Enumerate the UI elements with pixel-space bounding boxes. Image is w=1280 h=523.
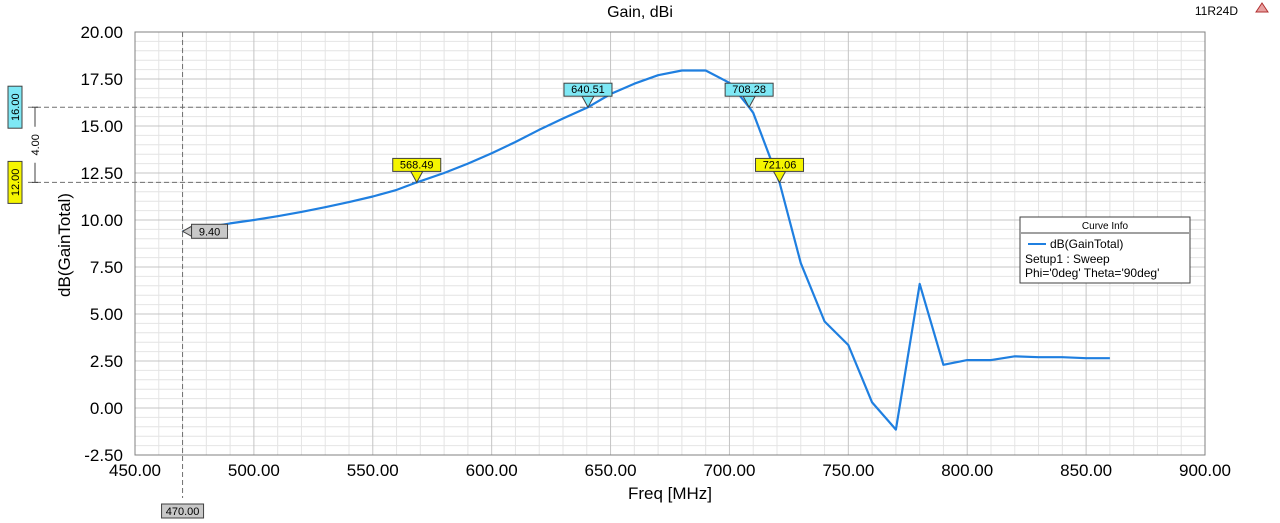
curve-info-legend[interactable]: Curve Info dB(GainTotal) Setup1 : Sweep … xyxy=(1019,216,1191,284)
design-name: 11R24D xyxy=(1195,4,1238,18)
marker-label-box xyxy=(563,82,613,97)
legend-entry-1: Setup1 : Sweep xyxy=(1025,252,1110,266)
ref-label-horizontal-box xyxy=(7,160,23,204)
x-tick-label: 800.00 xyxy=(941,461,993,480)
marker-label-text: 721.06 xyxy=(763,159,797,171)
marker-label-text: 9.40 xyxy=(199,226,220,238)
delta-label: 4.00 xyxy=(30,134,42,155)
marker-4[interactable]: 721.06 xyxy=(755,157,805,184)
marker-label-box xyxy=(392,157,442,172)
y-tick-label: 12.50 xyxy=(80,164,123,183)
y-tick-label: 2.50 xyxy=(90,352,123,371)
ref-label-horizontal-text: 16.00 xyxy=(10,93,22,121)
grid-minor xyxy=(135,32,1205,455)
marker-3[interactable]: 708.28 xyxy=(724,82,774,109)
y-tick-label: 15.00 xyxy=(80,117,123,136)
ref-label-vertical: 470.00 xyxy=(161,503,205,519)
y-axis-ticks: -2.50 0.00 2.50 5.00 7.50 10.00 12.50 15.00 17.5… xyxy=(80,23,123,465)
y-tick-label: 7.50 xyxy=(90,258,123,277)
legend-title: Curve Info xyxy=(1082,221,1129,232)
marker-label-text: 708.28 xyxy=(732,84,766,96)
legend-entry-0: dB(GainTotal) xyxy=(1050,237,1123,251)
y-tick-label: 20.00 xyxy=(80,23,123,42)
legend-entry-2: Phi='0deg' Theta='90deg' xyxy=(1025,266,1159,280)
x-tick-label: 500.00 xyxy=(228,461,280,480)
x-tick-label: 600.00 xyxy=(466,461,518,480)
marker-label-box xyxy=(191,223,229,239)
series-layer xyxy=(182,69,1110,431)
x-tick-label: 550.00 xyxy=(347,461,399,480)
plot-frame xyxy=(134,31,1206,456)
markers-layer: 9.40 568.49 640.51 708.28 721.06 xyxy=(181,82,805,239)
x-tick-label: 450.00 xyxy=(109,461,161,480)
ref-label-horizontal: 12.00 xyxy=(7,160,23,204)
y-tick-label: 5.00 xyxy=(90,305,123,324)
marker-label-box xyxy=(724,82,774,97)
x-tick-label: 900.00 xyxy=(1179,461,1231,480)
marker-pointer xyxy=(181,225,193,238)
ref-label-vertical-text: 470.00 xyxy=(166,506,200,518)
warning-triangle-icon[interactable] xyxy=(1255,2,1269,13)
ref-label-horizontal-text: 12.00 xyxy=(10,169,22,197)
marker-1[interactable]: 568.49 xyxy=(392,157,442,184)
x-axis-ticks: 450.00 500.00 550.00 600.00 650.00 700.00 750.… xyxy=(109,461,1231,480)
marker-2[interactable]: 640.51 xyxy=(563,82,613,109)
x-tick-label: 650.00 xyxy=(585,461,637,480)
x-tick-label: 850.00 xyxy=(1060,461,1112,480)
y-tick-label: 0.00 xyxy=(90,399,123,418)
series-line-gain-total xyxy=(182,69,1110,431)
marker-0[interactable]: 9.40 xyxy=(181,223,229,239)
y-tick-label: 10.00 xyxy=(80,211,123,230)
marker-label-text: 568.49 xyxy=(400,159,434,171)
ref-label-vertical-box xyxy=(161,503,205,519)
marker-label-box xyxy=(755,157,805,172)
ref-label-horizontal: 16.00 xyxy=(7,85,23,129)
x-tick-label: 750.00 xyxy=(822,461,874,480)
x-axis-label: Freq [MHz] xyxy=(628,484,712,503)
legend-box xyxy=(1019,216,1191,284)
ref-label-horizontal-box xyxy=(7,85,23,129)
y-axis-label: dB(GainTotal) xyxy=(55,193,74,297)
chart-title: Gain, dBi xyxy=(607,4,673,21)
x-tick-label: 700.00 xyxy=(703,461,755,480)
reference-lines: 470.00 16.00 12.00 4.00 xyxy=(7,32,1205,519)
y-tick-label: 17.50 xyxy=(80,70,123,89)
marker-label-text: 640.51 xyxy=(571,84,605,96)
y-tick-label: -2.50 xyxy=(84,446,123,465)
marker-pointer xyxy=(772,170,787,184)
